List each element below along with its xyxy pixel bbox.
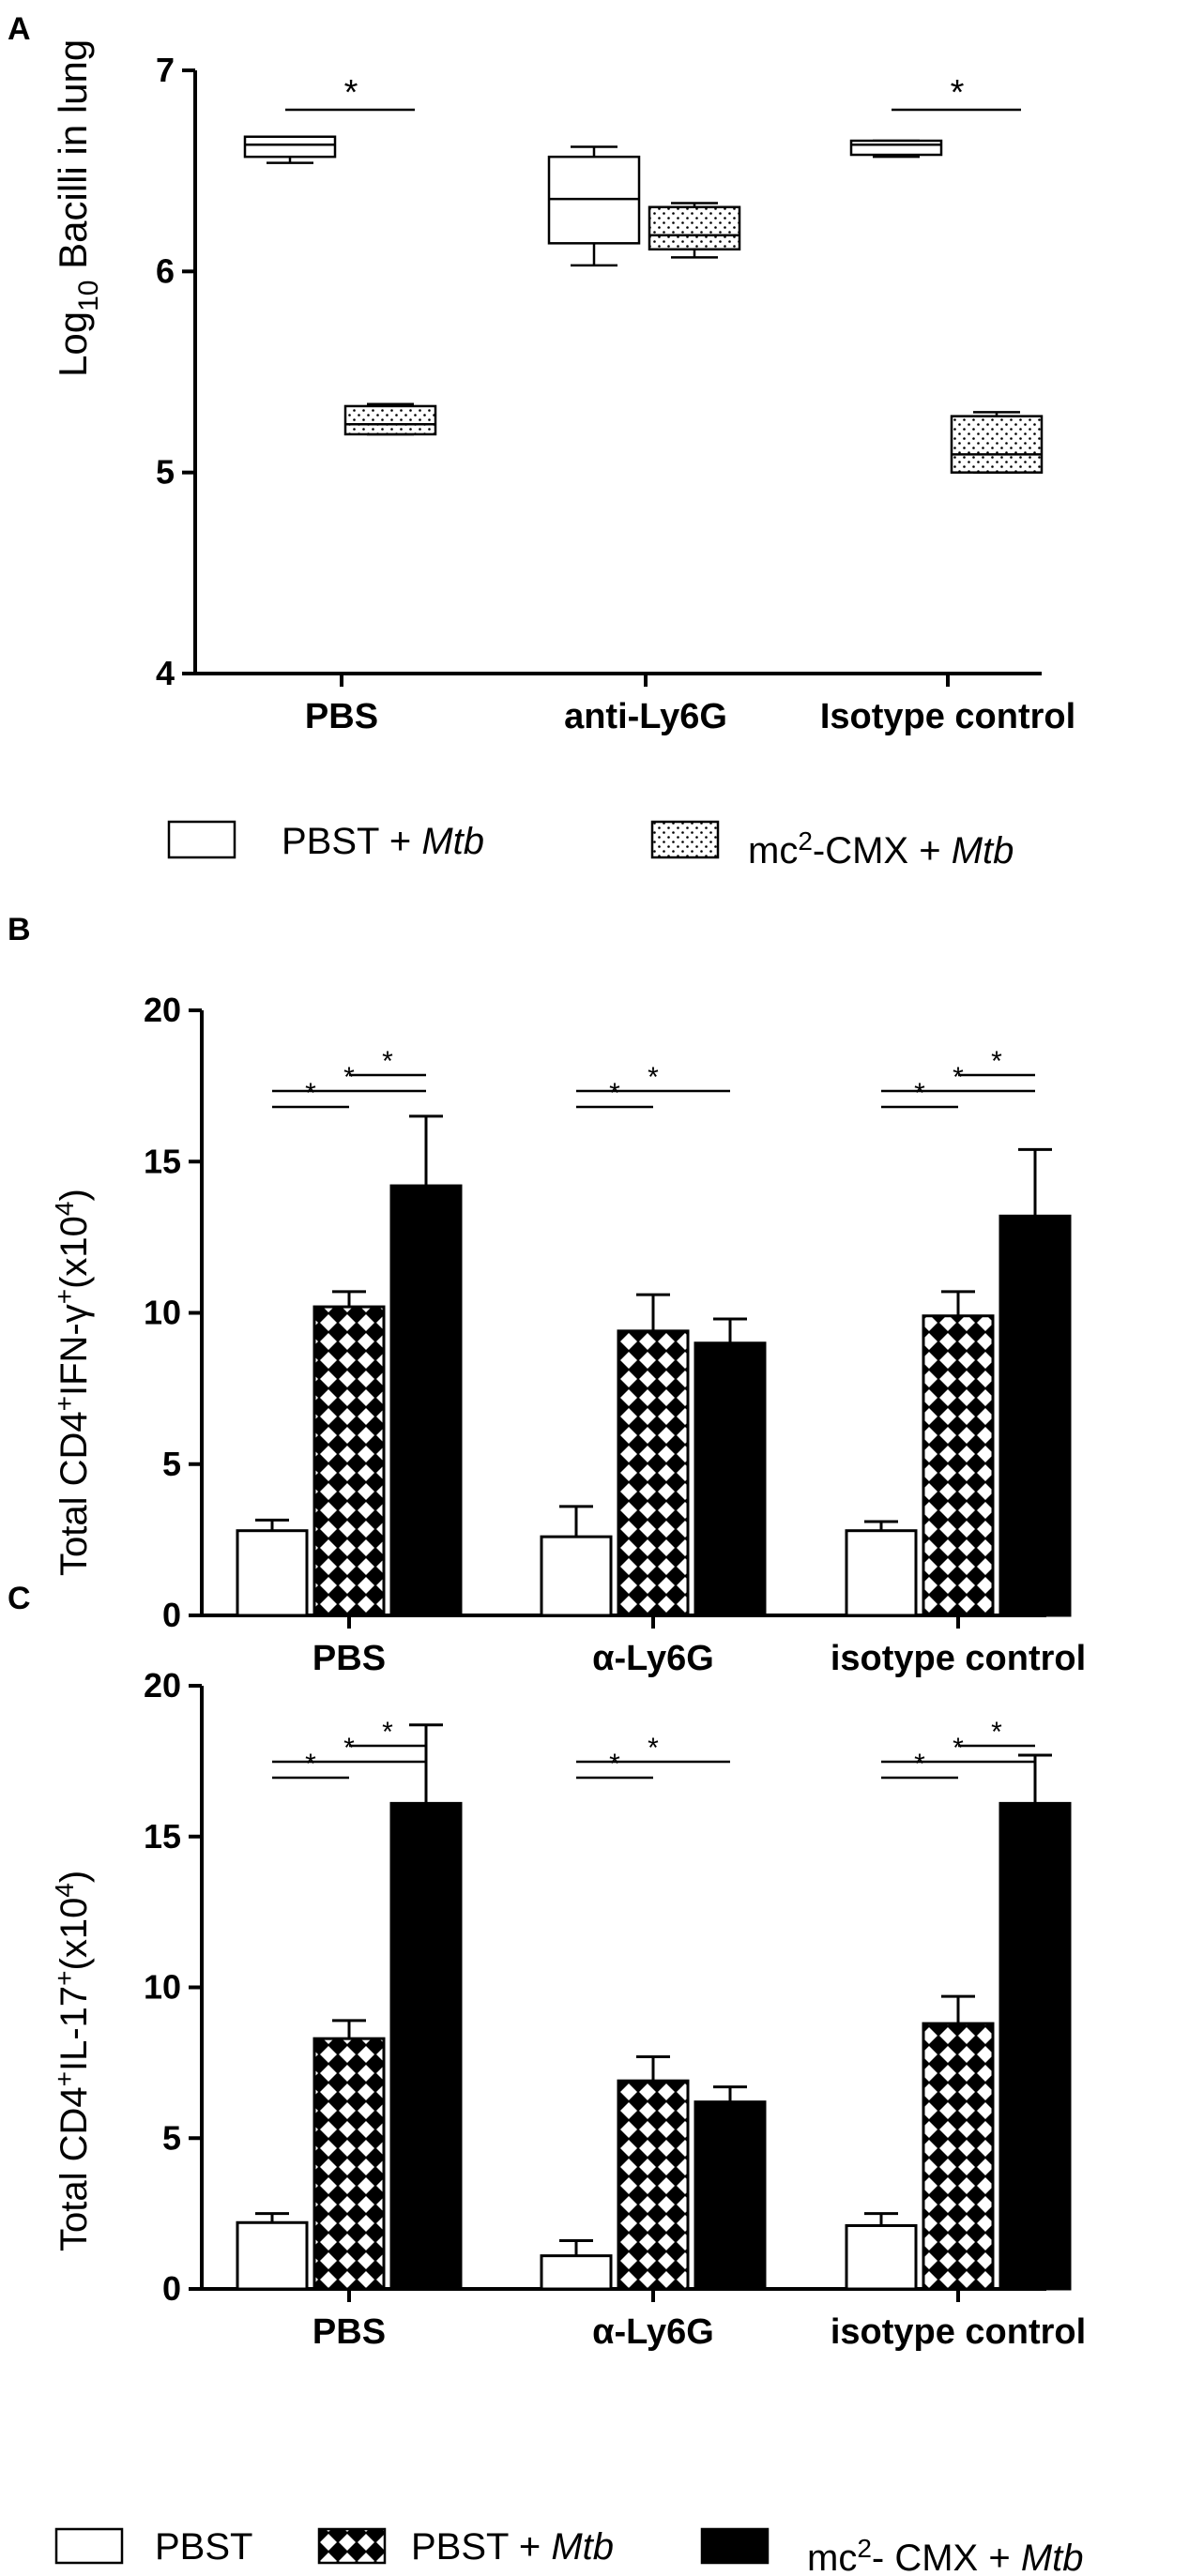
legend-label-mc2-cmx-mtb: mc2- CMX + Mtb: [807, 2534, 1084, 2576]
panel-b-significance-star: *: [648, 1062, 659, 1093]
panel-a-y-tick-label: 6: [156, 251, 175, 290]
legend-a-swatch-pbst-mtb: [167, 820, 236, 859]
panel-b-bar: [998, 1214, 1072, 1617]
legend-a-label-mc2-cmx-mtb: mc2-CMX + Mtb: [748, 826, 1014, 871]
panel-c-bar: [312, 2037, 386, 2291]
panel-a-boxplot: 4 5 6 7 PBS anti-Ly6G Isotype control * *: [156, 51, 1075, 736]
panel-a-significance-star: *: [344, 73, 358, 113]
panel-c-significance-star: *: [914, 1749, 925, 1780]
panel-b-y-tick-label: 15: [144, 1142, 181, 1180]
panel-c-bar: [922, 2022, 995, 2291]
panel-b-bar: [845, 1529, 918, 1617]
panel-c-significance-star: *: [609, 1749, 620, 1780]
panel-c-significance-star: *: [343, 1733, 355, 1764]
panel-b-y-tick-label: 10: [144, 1294, 181, 1332]
panel-b-significance-star: *: [382, 1046, 393, 1077]
panel-c-y-tick-label: 15: [144, 1817, 181, 1856]
panel-c-bar: [694, 2100, 767, 2291]
legend-a-swatch-mc2-cmx-mtb: [650, 820, 720, 859]
panel-c-bar: [617, 2079, 690, 2291]
panel-c-y-tick-label: 10: [144, 1968, 181, 2007]
legend-label-pbst: PBST: [155, 2526, 252, 2568]
legend-swatch-mc2-cmx-mtb: [700, 2527, 770, 2565]
legend-a-label-pbst-mtb: PBST + Mtb: [282, 821, 484, 862]
panel-c-y-tick-label: 5: [162, 2118, 181, 2157]
panel-a-box: [849, 139, 943, 157]
panel-c-ylabel: Total CD4+IL-17+(x104): [50, 1871, 95, 2251]
panel-label-c: C: [8, 1581, 31, 1616]
panel-b-ylabel: Total CD4+IFN-γ+(x104): [50, 1189, 95, 1576]
panel-b-significance-star: *: [343, 1062, 355, 1093]
panel-b-x-tick-label: isotype control: [831, 1639, 1086, 1678]
panel-a-x-tick-label: PBS: [305, 697, 378, 736]
panel-b-x-tick-label: α-Ly6G: [592, 1639, 714, 1678]
panel-c-x-tick-label: α-Ly6G: [592, 2312, 714, 2352]
panel-b-barchart: 0 5 10 15 20 PBS α-Ly6G isotype control * * * * * * * *: [144, 991, 1086, 1678]
panel-b-significance-star: *: [953, 1062, 964, 1093]
panel-c-significance-star: *: [648, 1733, 659, 1764]
panel-a-box: [243, 135, 337, 159]
panel-a-box: [950, 415, 1044, 474]
panel-c-bar: [540, 2254, 613, 2291]
panel-b-bar: [617, 1329, 690, 1617]
panel-b-x-tick-label: PBS: [312, 1639, 386, 1678]
panel-c-x-tick-label: PBS: [312, 2312, 386, 2352]
panel-c-bar: [389, 1801, 463, 2291]
legend-a: PBST + Mtb mc2-CMX + Mtb: [167, 820, 1014, 871]
panel-c-bar: [845, 2223, 918, 2291]
panel-b-significance-star: *: [609, 1078, 620, 1109]
panel-a-ylabel: Log10 Bacilli in lung: [51, 39, 104, 377]
panel-c-significance-star: *: [305, 1749, 316, 1780]
panel-b-bar: [922, 1314, 995, 1617]
panel-c-bar: [998, 1801, 1072, 2291]
panel-a-box: [343, 404, 437, 436]
panel-b-bar: [389, 1184, 463, 1617]
panel-a-y-tick-label: 4: [156, 654, 175, 692]
legend-swatch-pbst: [54, 2527, 124, 2565]
panel-b-y-tick-label: 0: [162, 1596, 181, 1634]
panel-label-a: A: [8, 11, 31, 47]
panel-b-bar: [236, 1529, 309, 1617]
panel-a-significance-star: *: [951, 73, 965, 113]
panel-a-box: [648, 205, 741, 251]
panel-c-significance-star: *: [953, 1733, 964, 1764]
panel-a-x-tick-label: Isotype control: [820, 697, 1075, 736]
panel-b-bar: [694, 1341, 767, 1617]
panel-a-y-tick-label: 5: [156, 453, 175, 492]
panel-c-bar: [236, 2220, 309, 2291]
legend-bottom: PBST PBST + Mtb mc2- CMX + Mtb: [54, 2526, 1084, 2576]
legend-label-pbst-mtb: PBST + Mtb: [411, 2526, 614, 2568]
panel-a-y-tick-label: 7: [156, 51, 175, 89]
panel-b-bar: [312, 1305, 386, 1617]
panel-c-y-tick-label: 0: [162, 2269, 181, 2308]
panel-b-significance-star: *: [991, 1046, 1002, 1077]
panel-b-y-tick-label: 5: [162, 1445, 181, 1483]
panel-c-barchart: 0 5 10 15 20 PBS α-Ly6G isotype control * * * * * * * *: [144, 1666, 1086, 2352]
panel-a-x-tick-label: anti-Ly6G: [564, 697, 727, 736]
panel-b-significance-star: *: [914, 1078, 925, 1109]
panel-c-x-tick-label: isotype control: [831, 2312, 1086, 2352]
panel-b-y-tick-label: 20: [144, 991, 181, 1029]
panel-b-significance-star: *: [305, 1078, 316, 1109]
panel-b-bar: [540, 1535, 613, 1617]
panel-c-significance-star: *: [382, 1717, 393, 1748]
panel-label-b: B: [8, 912, 31, 947]
panel-c-y-tick-label: 20: [144, 1666, 181, 1705]
legend-swatch-pbst-mtb: [317, 2527, 387, 2565]
panel-c-significance-star: *: [991, 1717, 1002, 1748]
